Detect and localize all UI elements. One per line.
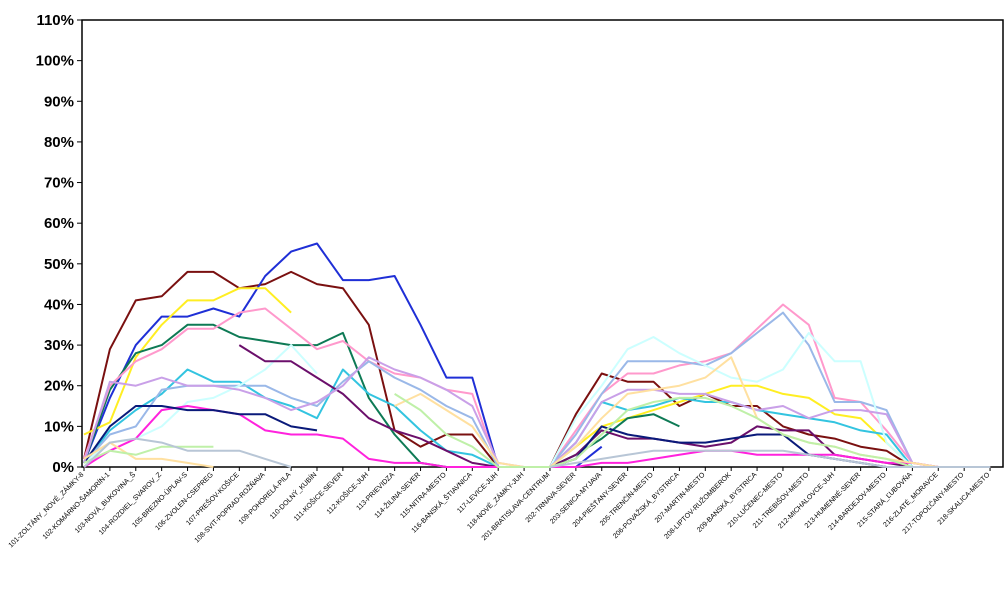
y-tick-label: 0% bbox=[52, 459, 74, 476]
x-axis-tick-labels: 101-ZOLTÁNY_NOVÉ_ZÁMKY-8102-KOMÁRNO-ŠAMO… bbox=[6, 467, 992, 549]
x-tick-label: 110-DOLNÝ_KUBÍN bbox=[268, 470, 319, 521]
x-tick-label: 202-TRNAVA-SEVER bbox=[525, 471, 578, 524]
plot-area bbox=[81, 19, 1004, 468]
x-tick-label: 207-MARTIN-MESTO bbox=[654, 471, 707, 524]
y-tick-label: 20% bbox=[44, 378, 74, 395]
x-tick-label: 218-SKALICA-MESTO bbox=[937, 471, 992, 526]
series-line-14 bbox=[83, 393, 991, 468]
y-tick-label: 40% bbox=[44, 296, 74, 313]
y-tick-label: 110% bbox=[36, 12, 74, 29]
plot-frame bbox=[81, 19, 1004, 468]
y-tick-label: 70% bbox=[44, 175, 74, 192]
x-tick-label: 203-SENICA-MYJAVA bbox=[549, 471, 603, 525]
y-tick-label: 30% bbox=[44, 337, 74, 354]
series-line-15 bbox=[83, 437, 991, 468]
y-axis-tick-labels: 0% 10% 20% 30% 40% 50% 60% 70% 80% 90% 100% 110% bbox=[36, 12, 82, 476]
x-tick-label: 114-ŽILINA-SEVER bbox=[372, 470, 422, 520]
x-tick-label: 111-KOŠICE-SEVER bbox=[292, 470, 345, 523]
y-tick-label: 60% bbox=[44, 215, 74, 232]
y-tick-label: 50% bbox=[44, 256, 74, 273]
y-tick-label: 10% bbox=[44, 418, 74, 435]
y-tick-label: 90% bbox=[44, 93, 74, 110]
y-tick-label: 80% bbox=[44, 134, 74, 151]
series-lines bbox=[83, 242, 991, 468]
y-tick-label: 100% bbox=[36, 53, 74, 70]
x-tick-label: 115-NITRA-MESTO bbox=[399, 471, 448, 520]
